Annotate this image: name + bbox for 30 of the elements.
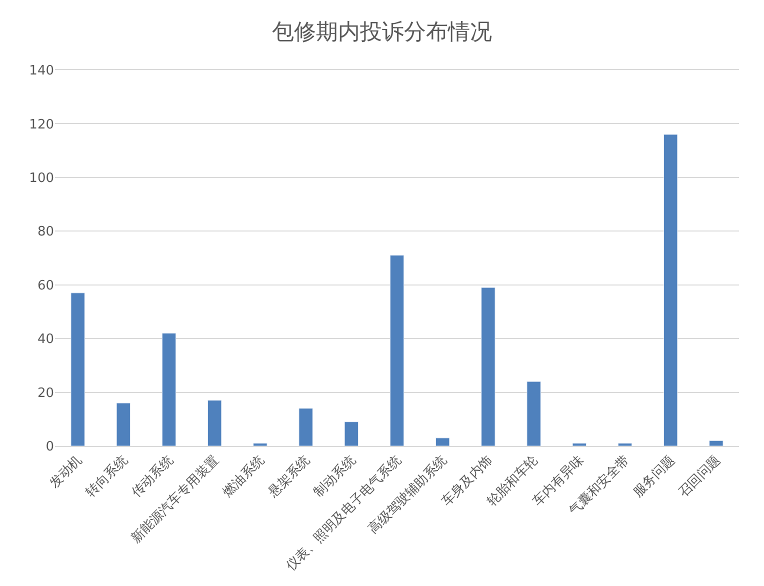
bar <box>618 443 632 446</box>
x-tick-label: 服务问题 <box>630 452 678 500</box>
bar <box>436 438 450 446</box>
bar <box>253 443 268 446</box>
y-tick-label: 120 <box>29 117 54 132</box>
bar <box>208 400 222 446</box>
x-tick-label: 发动机 <box>47 452 86 492</box>
x-tick-label: 悬架系统 <box>265 452 314 501</box>
bar <box>298 408 313 446</box>
y-tick-label: 60 <box>37 278 54 294</box>
y-tick-label: 100 <box>29 170 54 186</box>
y-tick-label: 140 <box>29 64 54 79</box>
y-tick-label: 0 <box>46 440 54 455</box>
x-tick-label: 召回问题 <box>676 452 724 500</box>
bar <box>390 255 404 446</box>
bar <box>664 134 678 446</box>
y-tick-label: 40 <box>37 332 54 348</box>
x-tick-label: 转向系统 <box>83 452 131 500</box>
bar <box>526 381 541 446</box>
chart-title: 包修期内投诉分布情况 <box>272 20 492 45</box>
bar <box>344 422 358 446</box>
x-tick-label: 燃油系统 <box>220 452 268 500</box>
bar <box>116 402 130 446</box>
y-tick-label: 20 <box>37 386 54 401</box>
y-tick-label: 80 <box>37 224 54 240</box>
bar <box>709 440 724 446</box>
bar <box>481 287 496 446</box>
bar <box>70 292 85 446</box>
bar <box>572 443 586 446</box>
bar <box>162 332 176 446</box>
